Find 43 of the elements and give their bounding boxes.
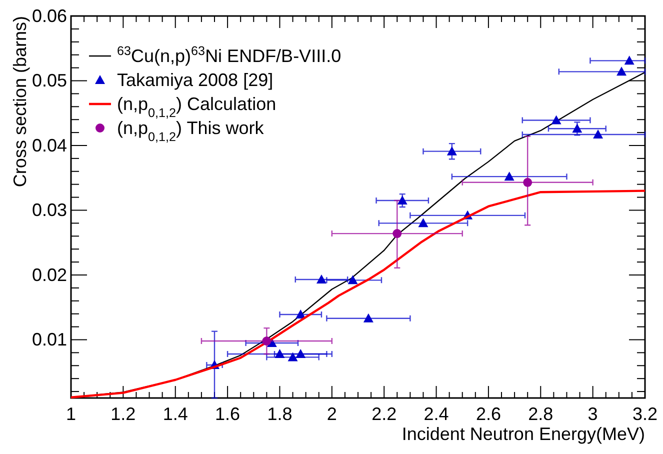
point bbox=[363, 313, 374, 322]
x-tick-label: 2 bbox=[326, 404, 337, 424]
point bbox=[397, 196, 408, 205]
point bbox=[551, 115, 562, 124]
x-tick-label: 2.4 bbox=[424, 404, 449, 424]
x-tick-label: 2.6 bbox=[476, 404, 501, 424]
x-axis-title: Incident Neutron Energy(MeV) bbox=[402, 424, 645, 444]
y-tick-label: 0.05 bbox=[32, 70, 67, 91]
legend-label: (n,p$_{0,1,2}$) This work bbox=[117, 118, 265, 144]
point bbox=[296, 309, 306, 318]
line-series bbox=[71, 190, 646, 398]
x-tick-label: 2.8 bbox=[528, 404, 554, 424]
y-tick-label: 0.02 bbox=[32, 264, 67, 285]
y-tick-label: 0.03 bbox=[32, 200, 67, 220]
point bbox=[504, 172, 514, 181]
point bbox=[593, 129, 604, 138]
point bbox=[418, 218, 428, 228]
point bbox=[523, 178, 532, 187]
point bbox=[392, 229, 402, 238]
x-tick-label: 1.4 bbox=[162, 404, 188, 424]
point bbox=[296, 348, 306, 358]
point bbox=[624, 56, 634, 65]
point bbox=[316, 274, 326, 284]
x-tick-label: 1.2 bbox=[110, 404, 136, 424]
point bbox=[572, 124, 582, 133]
y-axis-title: Cross section (barns) bbox=[10, 16, 30, 188]
x-tick-label: 1.8 bbox=[267, 404, 292, 424]
x-tick-label: 1.6 bbox=[215, 404, 240, 424]
point bbox=[348, 275, 358, 284]
point bbox=[446, 146, 457, 156]
x-tick-label: 3.2 bbox=[632, 404, 658, 424]
y-tick-label: 0.06 bbox=[32, 6, 67, 26]
point bbox=[262, 336, 272, 346]
x-tick-label: 2.2 bbox=[372, 404, 397, 424]
point bbox=[616, 66, 627, 76]
legend-label: Takamiya 2008 [29] bbox=[117, 70, 274, 90]
legend-label: $^{63}$Cu(n,p)$^{63}$Ni ENDF/B-VIII.0 bbox=[117, 44, 342, 66]
x-tick-label: 1 bbox=[66, 404, 76, 424]
point bbox=[288, 352, 298, 362]
y-tick-label: 0.01 bbox=[32, 330, 67, 350]
x-tick-label: 3 bbox=[588, 404, 598, 424]
legend-label: (n,p$_{0,1,2}$) Calculation bbox=[117, 94, 276, 120]
y-tick-label: 0.04 bbox=[32, 135, 67, 156]
